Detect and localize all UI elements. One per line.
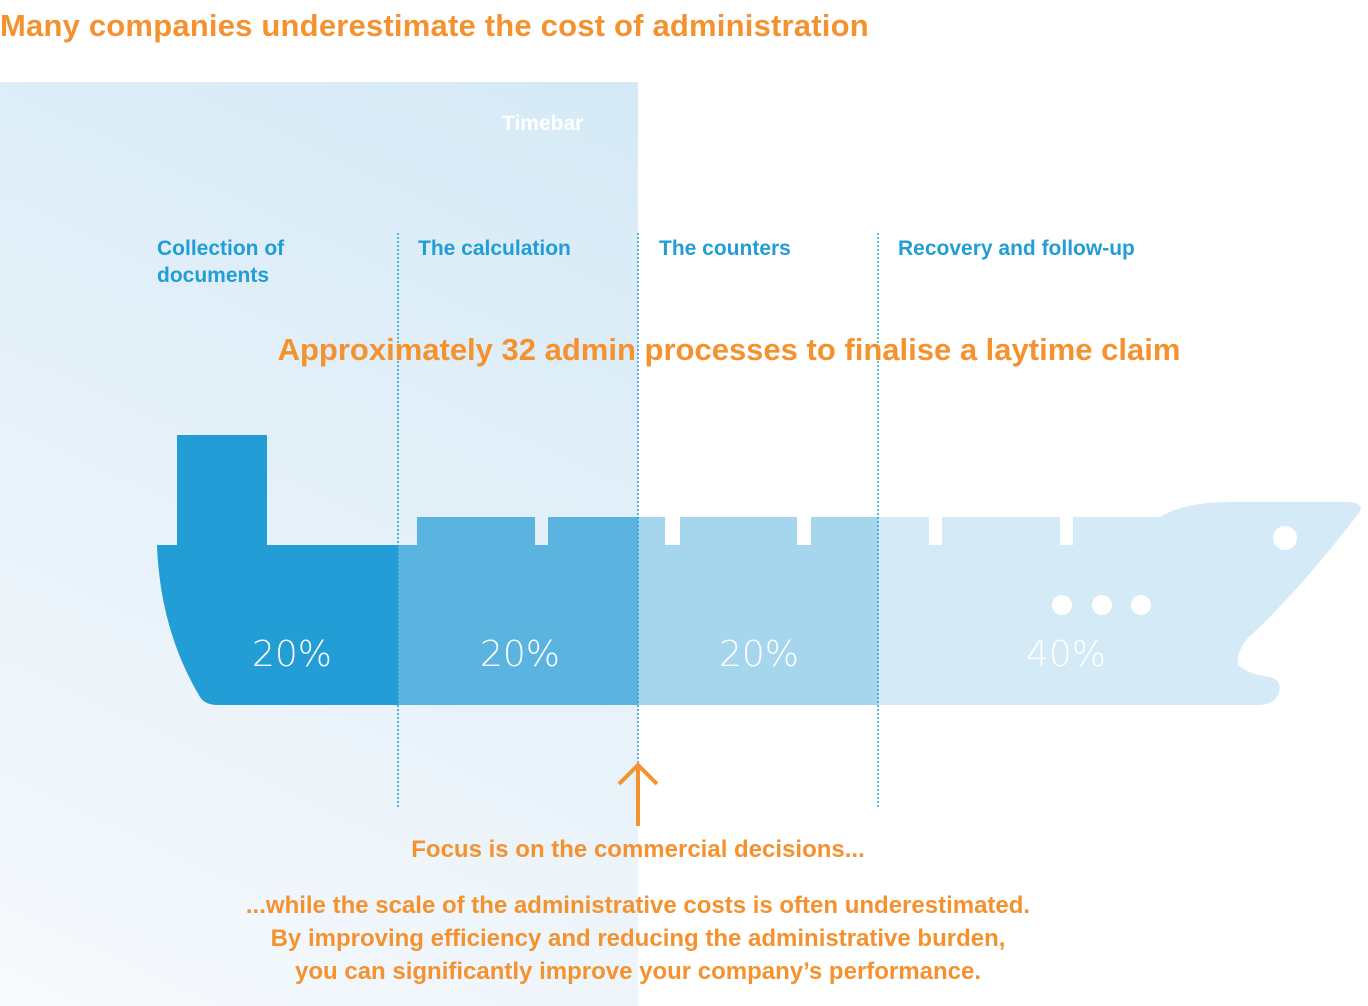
page-title: Many companies underestimate the cost of… bbox=[0, 8, 869, 43]
phase-label-recovery: Recovery and follow-up bbox=[898, 237, 1135, 260]
percent-counters: 20% bbox=[719, 634, 799, 675]
body-line: you can significantly improve your compa… bbox=[295, 958, 981, 985]
body-line: By improving efficiency and reducing the… bbox=[270, 925, 1006, 952]
porthole-icon bbox=[1131, 595, 1151, 615]
porthole-icon bbox=[1052, 595, 1072, 615]
segment-recovery bbox=[878, 435, 1361, 705]
focus-text: Focus is on the commercial decisions... bbox=[411, 836, 865, 863]
phase-label-counters: The counters bbox=[659, 237, 791, 260]
percent-calculation: 20% bbox=[480, 634, 560, 675]
timebar-label: Timebar bbox=[502, 112, 584, 135]
porthole-icon bbox=[1092, 595, 1112, 615]
body-text: ...while the scale of the administrative… bbox=[0, 889, 1276, 988]
arrow-up-icon bbox=[617, 762, 659, 826]
porthole-icon bbox=[1273, 526, 1297, 550]
percent-collection: 20% bbox=[252, 634, 332, 675]
headline: Approximately 32 admin processes to fina… bbox=[277, 332, 1181, 367]
phase-label-calculation: The calculation bbox=[418, 237, 571, 260]
percent-recovery: 40% bbox=[1026, 634, 1106, 675]
phase-label-collection: Collection of documents bbox=[157, 237, 285, 287]
body-line: ...while the scale of the administrative… bbox=[245, 892, 1031, 919]
